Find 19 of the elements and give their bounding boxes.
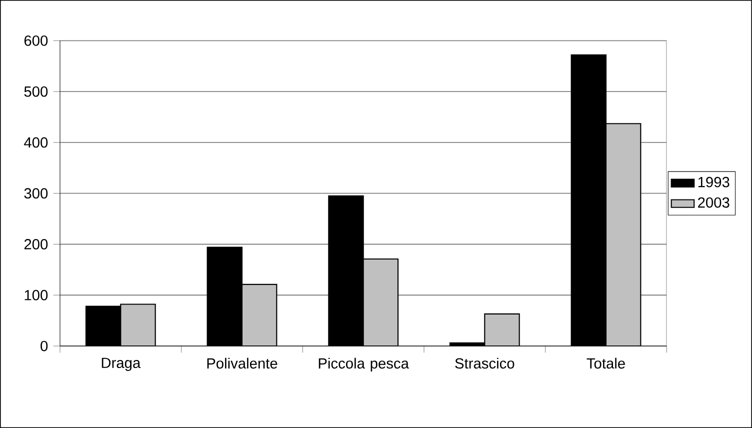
x-tick-label: Totale — [586, 358, 625, 369]
bar — [120, 304, 156, 346]
bar — [484, 313, 520, 346]
bar — [241, 284, 278, 346]
x-tick-label: Polivalente — [207, 358, 278, 369]
y-tick-label: 500 — [24, 86, 48, 97]
y-tick-label: 400 — [24, 137, 48, 148]
legend-label: 2003 — [698, 197, 730, 208]
y-tick-label: 600 — [24, 35, 48, 46]
legend-label: 1993 — [698, 176, 730, 188]
x-tick-label: Strascico — [455, 358, 514, 369]
x-tick-label: Draga — [102, 358, 141, 371]
y-tick-label: 0 — [40, 340, 48, 352]
y-tick-label: 100 — [24, 290, 48, 300]
bar — [362, 258, 399, 346]
y-tick-label: 200 — [24, 239, 48, 250]
y-tick-label: 300 — [24, 188, 48, 199]
bar — [605, 123, 642, 346]
x-tick-label: Piccola pesca — [318, 358, 409, 372]
